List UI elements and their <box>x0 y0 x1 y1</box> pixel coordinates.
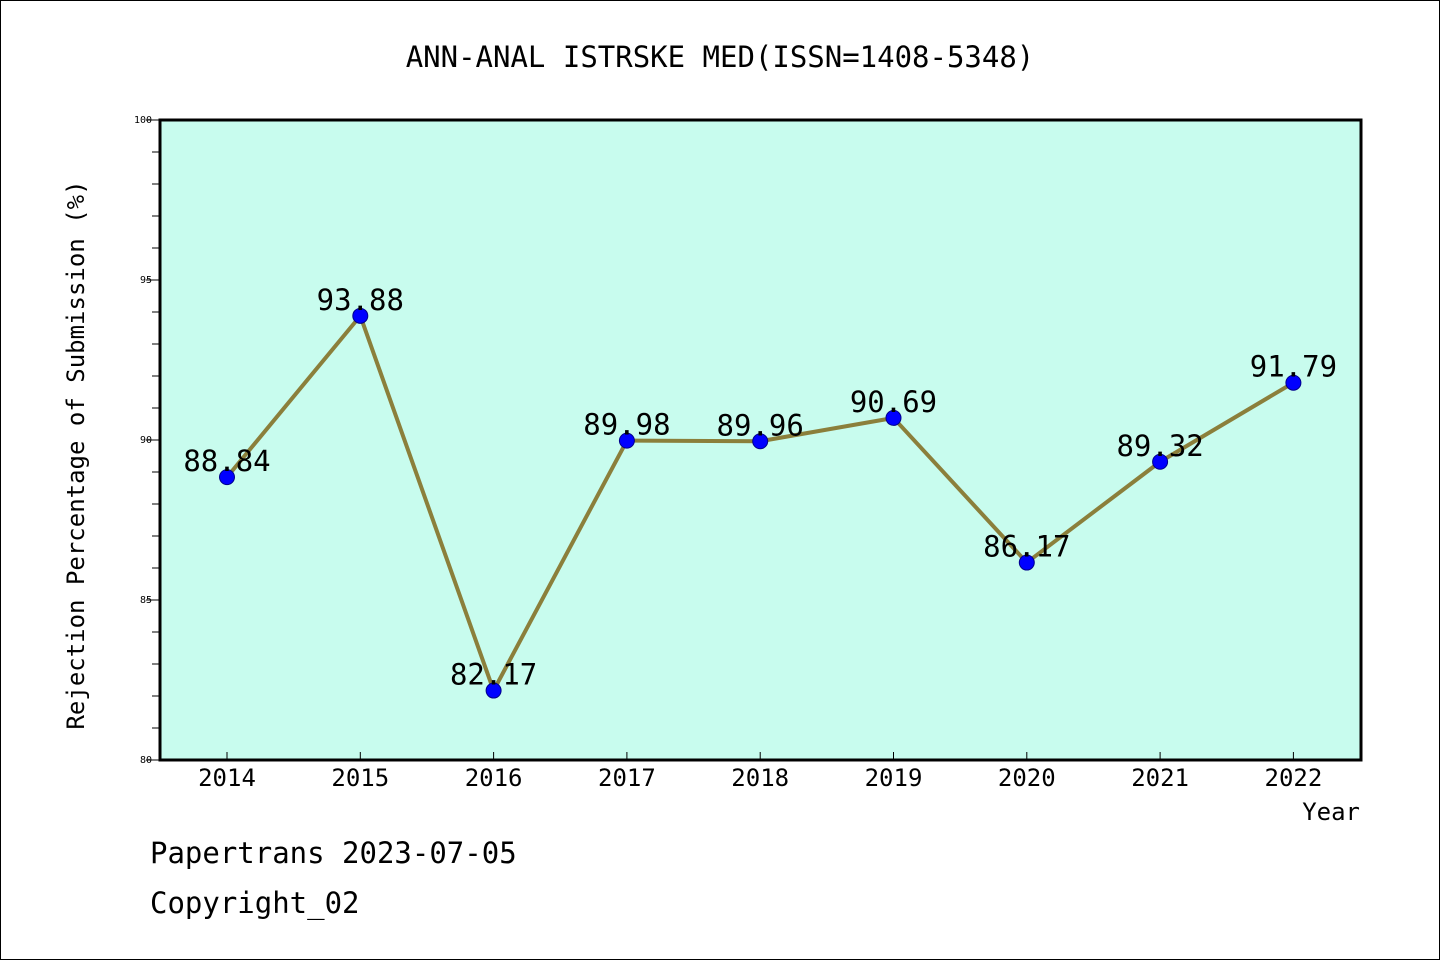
x-axis-label: Year <box>1302 798 1360 826</box>
x-tick-label: 2019 <box>865 764 923 792</box>
y-tick-label: 90 <box>140 435 152 446</box>
chart-title: ANN-ANAL ISTRSKE MED(ISSN=1408-5348) <box>406 40 1035 74</box>
data-label: 91.79 <box>1250 350 1337 384</box>
data-point <box>485 682 502 699</box>
data-point <box>1152 453 1169 470</box>
y-tick-label: 85 <box>140 595 152 606</box>
y-tick-label: 95 <box>140 275 152 286</box>
y-tick-label: 80 <box>140 755 152 766</box>
data-label: 88.84 <box>183 444 270 478</box>
data-label: 89.32 <box>1116 429 1203 463</box>
data-label: 89.98 <box>583 408 670 442</box>
x-tick-label: 2015 <box>331 764 389 792</box>
footer-copyright: Copyright_02 <box>150 886 360 920</box>
x-tick-label: 2014 <box>198 764 256 792</box>
data-point <box>618 432 635 449</box>
data-label: 82.17 <box>450 658 537 692</box>
x-tick-label: 2022 <box>1265 764 1323 792</box>
data-point <box>352 307 369 324</box>
x-tick-group: 2014 2015 2016 2017 2018 2019 2020 2021 2022 <box>198 752 1322 792</box>
y-tick-label: 100 <box>134 115 152 126</box>
data-point-group <box>219 307 1302 699</box>
data-point <box>219 469 235 486</box>
data-label-group: 88.84 93.88 82.17 89.98 89.96 90.69 86.17 89.32… <box>183 283 1337 692</box>
data-label: 90.69 <box>850 385 937 419</box>
x-tick-label: 2016 <box>465 764 523 792</box>
x-tick-label: 2018 <box>731 764 789 792</box>
y-tick-group: 80 85 90 95 100 <box>134 115 160 766</box>
data-label: 89.96 <box>717 408 804 442</box>
x-tick-label: 2020 <box>998 764 1056 792</box>
minor-tick-group <box>152 151 160 729</box>
data-point <box>1285 374 1302 391</box>
data-point <box>1018 554 1035 571</box>
footer-papertrans-date: Papertrans 2023-07-05 <box>150 836 517 870</box>
y-axis-label: Rejection Percentage of Submission (%) <box>62 180 90 729</box>
x-tick-label: 2017 <box>598 764 656 792</box>
data-point <box>885 409 902 426</box>
data-label: 93.88 <box>317 283 404 317</box>
x-tick-label: 2021 <box>1131 764 1189 792</box>
data-label: 86.17 <box>983 530 1070 564</box>
data-point <box>752 433 769 450</box>
